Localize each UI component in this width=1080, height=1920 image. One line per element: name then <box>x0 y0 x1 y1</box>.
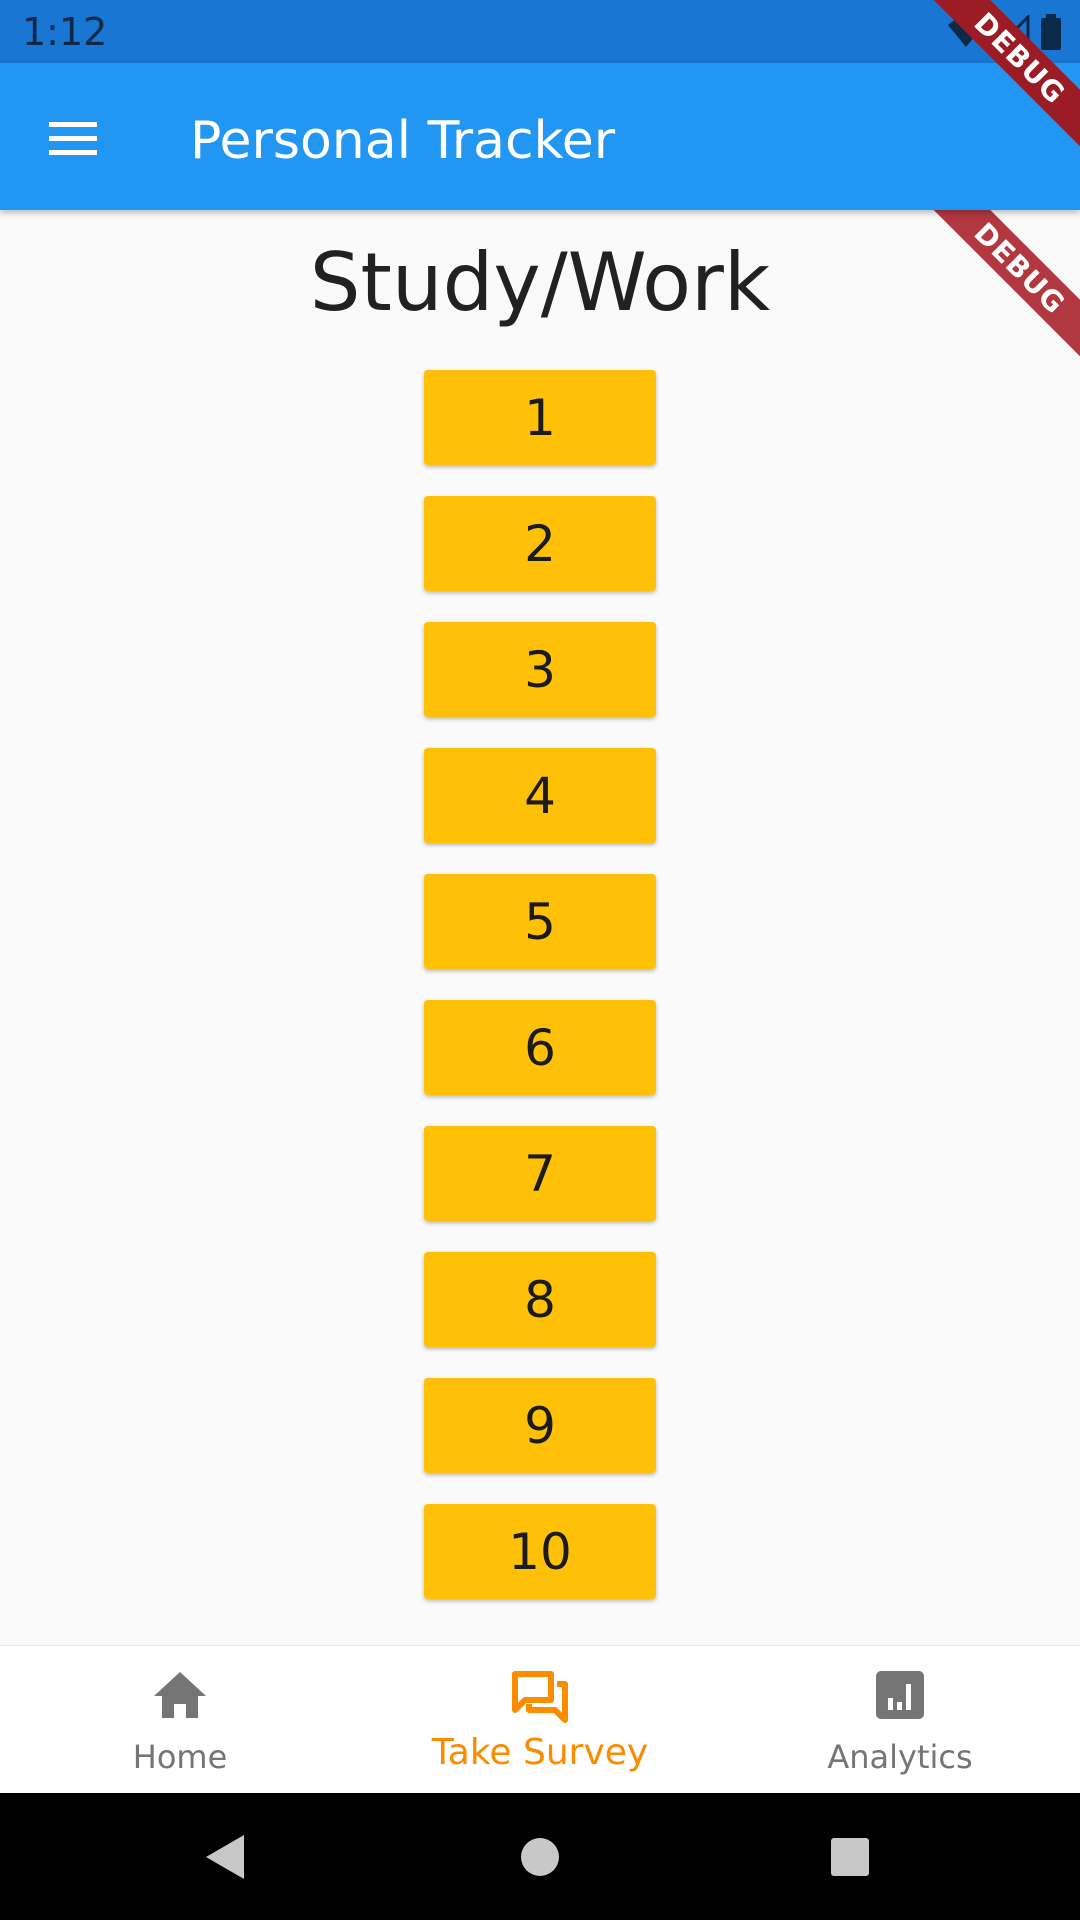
nav-label-home: Home <box>132 1738 228 1776</box>
forum-icon <box>512 1671 568 1723</box>
app-bar: Personal Tracker <box>0 63 1080 210</box>
nav-item-take-survey[interactable]: Take Survey <box>360 1646 720 1793</box>
system-navigation-bar <box>0 1793 1080 1920</box>
home-circle-icon[interactable] <box>520 1833 560 1881</box>
analytics-icon <box>876 1671 924 1719</box>
nav-item-home[interactable]: Home <box>0 1646 360 1793</box>
menu-button[interactable] <box>38 103 108 173</box>
nav-label-analytics: Analytics <box>827 1738 973 1776</box>
home-icon <box>154 1672 206 1718</box>
nav-label-take-survey: Take Survey <box>431 1732 649 1773</box>
app-title: Personal Tracker <box>190 111 616 171</box>
rating-button-9[interactable]: 9 <box>424 1378 656 1473</box>
menu-icon <box>49 122 97 155</box>
bottom-navigation: Home Take Survey Analytics <box>0 1645 1080 1793</box>
back-icon[interactable] <box>204 1833 248 1881</box>
rating-button-5[interactable]: 5 <box>424 874 656 969</box>
status-time: 1:12 <box>22 10 108 54</box>
rating-button-8[interactable]: 8 <box>424 1252 656 1347</box>
status-bar: 1:12 <box>0 0 1080 63</box>
rating-button-2[interactable]: 2 <box>424 496 656 591</box>
rating-button-1[interactable]: 1 <box>424 370 656 465</box>
rating-button-10[interactable]: 10 <box>424 1504 656 1599</box>
rating-list: 1 2 3 4 5 6 7 8 9 10 <box>424 370 656 1630</box>
recents-icon[interactable] <box>830 1833 870 1881</box>
page-title: Study/Work <box>309 236 771 329</box>
nav-item-analytics[interactable]: Analytics <box>720 1646 1080 1793</box>
rating-button-6[interactable]: 6 <box>424 1000 656 1095</box>
rating-button-7[interactable]: 7 <box>424 1126 656 1221</box>
rating-button-4[interactable]: 4 <box>424 748 656 843</box>
rating-button-3[interactable]: 3 <box>424 622 656 717</box>
battery-icon <box>1041 14 1061 50</box>
